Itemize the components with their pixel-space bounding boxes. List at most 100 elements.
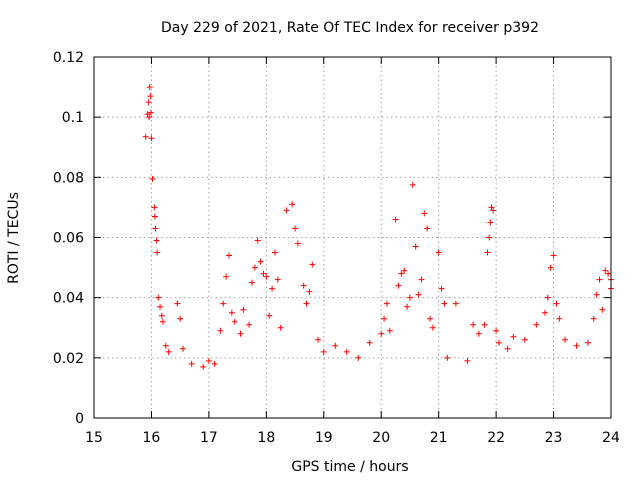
data-point — [158, 312, 165, 319]
data-point — [493, 327, 500, 334]
data-point — [481, 321, 488, 328]
data-point — [162, 342, 169, 349]
data-point — [159, 318, 166, 325]
data-point — [154, 249, 161, 256]
data-point — [553, 300, 560, 307]
data-point — [149, 175, 156, 182]
data-point — [315, 336, 322, 343]
data-point — [223, 273, 230, 280]
data-point — [251, 264, 258, 271]
data-point — [418, 276, 425, 283]
data-point — [510, 333, 517, 340]
data-point — [435, 249, 442, 256]
data-point — [153, 237, 160, 244]
y-axis-label: ROTI / TECUs — [6, 192, 22, 284]
y-tick-label: 0.04 — [53, 291, 84, 307]
data-point — [147, 109, 154, 116]
data-point — [231, 318, 238, 325]
data-point — [429, 324, 436, 331]
x-tick-label: 16 — [143, 430, 161, 446]
data-point — [165, 348, 172, 355]
data-point — [147, 93, 154, 100]
data-point — [306, 288, 313, 295]
data-point — [237, 330, 244, 337]
data-point — [452, 300, 459, 307]
data-point — [263, 273, 270, 280]
data-point — [486, 234, 493, 241]
data-point — [248, 279, 255, 286]
chart-title: Day 229 of 2021, Rate Of TEC Index for r… — [161, 20, 539, 36]
data-point — [343, 348, 350, 355]
data-point — [332, 342, 339, 349]
data-point — [151, 204, 158, 211]
data-point — [484, 249, 491, 256]
data-point — [421, 210, 428, 217]
data-point — [228, 309, 235, 316]
data-point — [217, 327, 224, 334]
data-point — [533, 321, 540, 328]
data-point — [593, 291, 600, 298]
y-tick-label: 0 — [75, 411, 84, 427]
data-point — [392, 216, 399, 223]
data-point — [320, 348, 327, 355]
x-tick-label: 20 — [372, 430, 390, 446]
data-point — [438, 285, 445, 292]
data-point — [547, 264, 554, 271]
data-point — [300, 282, 307, 289]
data-point — [378, 330, 385, 337]
data-point — [254, 237, 261, 244]
data-point — [240, 306, 247, 313]
data-point — [573, 342, 580, 349]
x-tick-label: 15 — [85, 430, 103, 446]
x-tick-label: 21 — [430, 430, 448, 446]
data-point — [562, 336, 569, 343]
data-point — [487, 219, 494, 226]
data-point — [599, 306, 606, 313]
y-tick-label: 0.02 — [53, 351, 84, 367]
data-point — [404, 303, 411, 310]
data-point — [412, 243, 419, 250]
data-point — [246, 321, 253, 328]
data-point — [152, 225, 159, 232]
data-point — [590, 315, 597, 322]
data-points — [142, 84, 614, 370]
data-point — [303, 300, 310, 307]
data-point — [383, 300, 390, 307]
data-point — [556, 315, 563, 322]
data-point — [269, 285, 276, 292]
data-point — [277, 324, 284, 331]
y-tick-label: 0.08 — [53, 170, 84, 186]
data-point — [406, 294, 413, 301]
x-axis-label: GPS time / hours — [291, 459, 408, 475]
data-point — [142, 133, 149, 140]
data-point — [283, 207, 290, 214]
data-point — [550, 252, 557, 259]
x-tick-label: 23 — [545, 430, 563, 446]
data-point — [144, 111, 151, 118]
data-point — [596, 276, 603, 283]
grid-lines — [94, 57, 611, 418]
data-point — [174, 300, 181, 307]
axes: 15 16 17 18 19 20 21 22 23 24 0 0.02 0.04 0.06 0.08 0.1… — [53, 50, 620, 446]
data-point — [155, 294, 162, 301]
data-point — [395, 282, 402, 289]
data-point — [464, 357, 471, 364]
data-point — [544, 294, 551, 301]
y-tick-label: 0.12 — [53, 50, 84, 66]
data-point — [521, 336, 528, 343]
data-point — [225, 252, 232, 259]
data-point — [444, 354, 451, 361]
data-point — [415, 291, 422, 298]
data-point — [424, 225, 431, 232]
data-point — [205, 357, 212, 364]
data-point — [427, 315, 434, 322]
y-tick-label: 0.1 — [62, 110, 84, 126]
data-point — [504, 345, 511, 352]
data-point — [602, 267, 609, 274]
data-point — [180, 345, 187, 352]
data-point — [470, 321, 477, 328]
data-point — [398, 270, 405, 277]
data-point — [381, 315, 388, 322]
x-tick-label: 22 — [487, 430, 505, 446]
